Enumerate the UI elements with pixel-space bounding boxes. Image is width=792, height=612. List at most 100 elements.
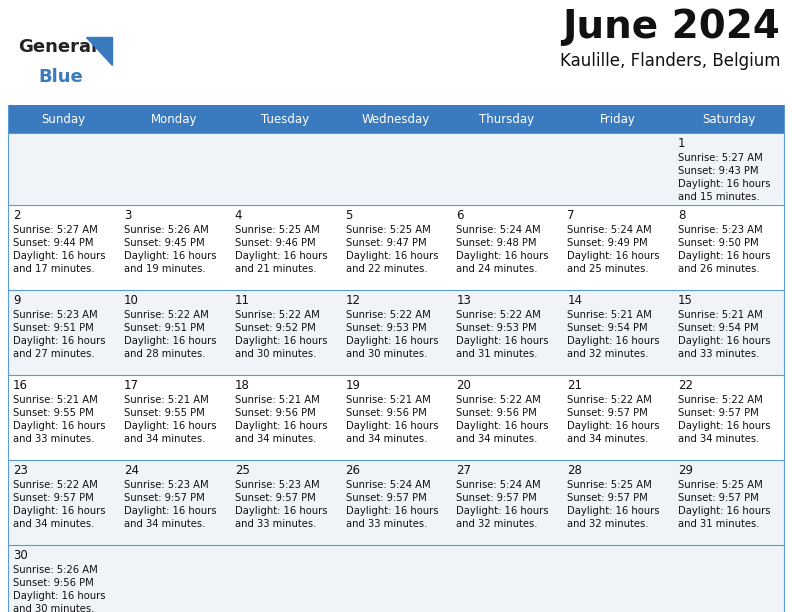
Text: Daylight: 16 hours: Daylight: 16 hours — [567, 421, 660, 431]
Text: Daylight: 16 hours: Daylight: 16 hours — [345, 336, 438, 346]
Bar — [8, 105, 784, 133]
Text: Sunrise: 5:25 AM: Sunrise: 5:25 AM — [678, 480, 763, 490]
Text: and 34 minutes.: and 34 minutes. — [678, 434, 760, 444]
Text: Sunrise: 5:24 AM: Sunrise: 5:24 AM — [567, 225, 652, 235]
Text: Daylight: 16 hours: Daylight: 16 hours — [678, 179, 771, 189]
Text: Daylight: 16 hours: Daylight: 16 hours — [456, 421, 549, 431]
Text: and 30 minutes.: and 30 minutes. — [13, 604, 94, 612]
Text: 28: 28 — [567, 464, 582, 477]
Text: 25: 25 — [234, 464, 249, 477]
Text: 21: 21 — [567, 379, 582, 392]
Text: and 15 minutes.: and 15 minutes. — [678, 192, 760, 202]
Text: Sunset: 9:57 PM: Sunset: 9:57 PM — [234, 493, 315, 503]
Text: 29: 29 — [678, 464, 693, 477]
Text: Daylight: 16 hours: Daylight: 16 hours — [567, 251, 660, 261]
Text: Wednesday: Wednesday — [362, 113, 430, 125]
Text: 3: 3 — [124, 209, 131, 222]
Text: Thursday: Thursday — [479, 113, 535, 125]
Text: Sunset: 9:44 PM: Sunset: 9:44 PM — [13, 238, 93, 248]
Text: and 26 minutes.: and 26 minutes. — [678, 264, 760, 274]
Text: 6: 6 — [456, 209, 464, 222]
Text: Sunset: 9:54 PM: Sunset: 9:54 PM — [678, 323, 759, 333]
Text: 22: 22 — [678, 379, 693, 392]
Text: and 32 minutes.: and 32 minutes. — [567, 349, 649, 359]
Text: Sunset: 9:57 PM: Sunset: 9:57 PM — [124, 493, 204, 503]
Text: and 34 minutes.: and 34 minutes. — [567, 434, 649, 444]
Text: and 21 minutes.: and 21 minutes. — [234, 264, 316, 274]
Text: Sunrise: 5:22 AM: Sunrise: 5:22 AM — [567, 395, 652, 405]
Text: Sunrise: 5:22 AM: Sunrise: 5:22 AM — [678, 395, 763, 405]
Text: and 32 minutes.: and 32 minutes. — [456, 519, 538, 529]
Text: 14: 14 — [567, 294, 582, 307]
Text: Sunset: 9:57 PM: Sunset: 9:57 PM — [345, 493, 426, 503]
Text: 27: 27 — [456, 464, 471, 477]
Text: Sunset: 9:57 PM: Sunset: 9:57 PM — [13, 493, 93, 503]
Text: Sunrise: 5:21 AM: Sunrise: 5:21 AM — [234, 395, 319, 405]
Text: 9: 9 — [13, 294, 21, 307]
Text: Sunrise: 5:27 AM: Sunrise: 5:27 AM — [678, 153, 763, 163]
Text: 4: 4 — [234, 209, 242, 222]
Text: 20: 20 — [456, 379, 471, 392]
Text: Sunrise: 5:25 AM: Sunrise: 5:25 AM — [234, 225, 319, 235]
Text: Sunrise: 5:24 AM: Sunrise: 5:24 AM — [456, 225, 541, 235]
Text: Daylight: 16 hours: Daylight: 16 hours — [678, 506, 771, 516]
Text: Daylight: 16 hours: Daylight: 16 hours — [456, 251, 549, 261]
Text: and 34 minutes.: and 34 minutes. — [345, 434, 427, 444]
Text: Daylight: 16 hours: Daylight: 16 hours — [345, 421, 438, 431]
Text: 7: 7 — [567, 209, 575, 222]
Text: and 31 minutes.: and 31 minutes. — [456, 349, 538, 359]
Text: 17: 17 — [124, 379, 139, 392]
Text: Daylight: 16 hours: Daylight: 16 hours — [124, 506, 216, 516]
Text: Tuesday: Tuesday — [261, 113, 309, 125]
Text: and 31 minutes.: and 31 minutes. — [678, 519, 760, 529]
Text: 1: 1 — [678, 137, 686, 150]
Text: 15: 15 — [678, 294, 693, 307]
Bar — [8, 205, 784, 290]
Bar — [8, 460, 784, 545]
Bar — [8, 133, 784, 205]
Bar — [8, 290, 784, 375]
Text: and 33 minutes.: and 33 minutes. — [678, 349, 760, 359]
Text: 11: 11 — [234, 294, 249, 307]
Text: Daylight: 16 hours: Daylight: 16 hours — [345, 506, 438, 516]
Text: and 19 minutes.: and 19 minutes. — [124, 264, 205, 274]
Text: Sunrise: 5:23 AM: Sunrise: 5:23 AM — [234, 480, 319, 490]
Text: Daylight: 16 hours: Daylight: 16 hours — [234, 336, 327, 346]
Text: Daylight: 16 hours: Daylight: 16 hours — [234, 421, 327, 431]
Text: Sunrise: 5:26 AM: Sunrise: 5:26 AM — [124, 225, 208, 235]
Text: Sunrise: 5:22 AM: Sunrise: 5:22 AM — [13, 480, 97, 490]
Text: General: General — [18, 38, 97, 56]
Text: 24: 24 — [124, 464, 139, 477]
Text: Daylight: 16 hours: Daylight: 16 hours — [678, 336, 771, 346]
Text: 13: 13 — [456, 294, 471, 307]
Text: Daylight: 16 hours: Daylight: 16 hours — [567, 336, 660, 346]
Text: and 32 minutes.: and 32 minutes. — [567, 519, 649, 529]
Text: Sunrise: 5:21 AM: Sunrise: 5:21 AM — [13, 395, 97, 405]
Text: Sunrise: 5:22 AM: Sunrise: 5:22 AM — [456, 310, 541, 320]
Text: Sunset: 9:53 PM: Sunset: 9:53 PM — [456, 323, 537, 333]
Text: Sunset: 9:45 PM: Sunset: 9:45 PM — [124, 238, 204, 248]
Text: Sunrise: 5:24 AM: Sunrise: 5:24 AM — [456, 480, 541, 490]
Text: Sunset: 9:55 PM: Sunset: 9:55 PM — [13, 408, 93, 418]
Text: Sunset: 9:56 PM: Sunset: 9:56 PM — [13, 578, 93, 588]
Text: Daylight: 16 hours: Daylight: 16 hours — [124, 336, 216, 346]
Text: Sunset: 9:57 PM: Sunset: 9:57 PM — [567, 493, 648, 503]
Text: Saturday: Saturday — [702, 113, 756, 125]
Text: and 22 minutes.: and 22 minutes. — [345, 264, 427, 274]
Text: 16: 16 — [13, 379, 28, 392]
Text: and 34 minutes.: and 34 minutes. — [124, 434, 205, 444]
Bar — [8, 545, 784, 612]
Text: Daylight: 16 hours: Daylight: 16 hours — [234, 506, 327, 516]
Text: Sunrise: 5:23 AM: Sunrise: 5:23 AM — [13, 310, 97, 320]
Text: 30: 30 — [13, 549, 28, 562]
Text: Kaulille, Flanders, Belgium: Kaulille, Flanders, Belgium — [559, 52, 780, 70]
Text: Daylight: 16 hours: Daylight: 16 hours — [13, 591, 105, 601]
Text: Sunset: 9:53 PM: Sunset: 9:53 PM — [345, 323, 426, 333]
Text: Sunset: 9:50 PM: Sunset: 9:50 PM — [678, 238, 759, 248]
Text: Sunset: 9:48 PM: Sunset: 9:48 PM — [456, 238, 537, 248]
Text: and 33 minutes.: and 33 minutes. — [234, 519, 316, 529]
Text: Daylight: 16 hours: Daylight: 16 hours — [678, 251, 771, 261]
Text: Daylight: 16 hours: Daylight: 16 hours — [13, 336, 105, 346]
Text: Sunset: 9:57 PM: Sunset: 9:57 PM — [456, 493, 537, 503]
Text: 26: 26 — [345, 464, 360, 477]
